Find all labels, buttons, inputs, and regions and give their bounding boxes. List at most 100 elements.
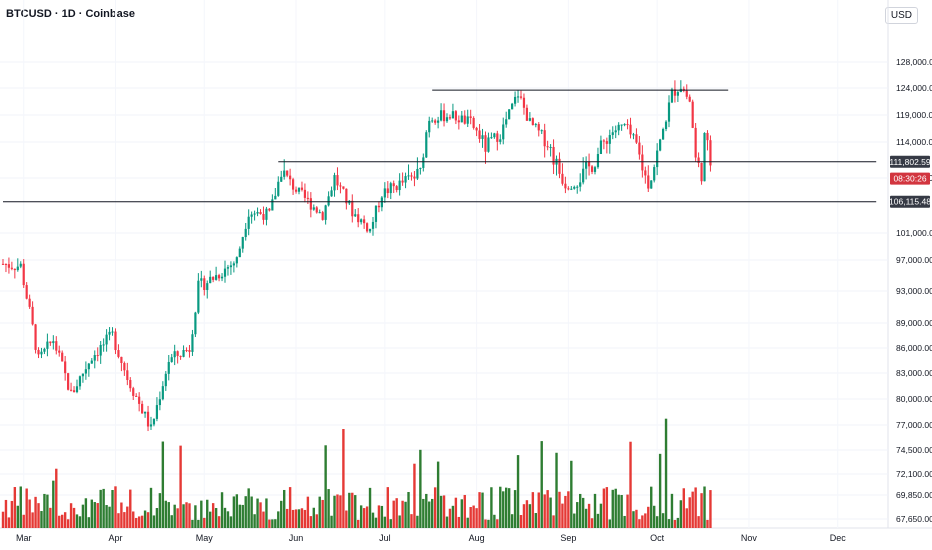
candle-body [416,168,419,179]
y-tick-label: 80,000.00 [896,394,932,404]
volume-bar [368,487,372,528]
volume-bar [285,508,289,528]
volume-bar [472,505,475,528]
volume-bar [709,490,712,528]
volume-bar [321,499,324,528]
candle-body [268,208,271,211]
volume-bar [466,517,469,528]
candle-body [102,344,105,346]
y-tick-label: 89,000.00 [896,318,932,328]
volume-bar [419,449,422,528]
volume-bar [90,499,93,528]
candle-body [10,267,13,269]
candle-body [191,334,194,352]
candle-body [1,263,5,265]
volume-bar [300,508,304,528]
currency-button[interactable]: USD [884,7,918,24]
volume-bar [265,498,268,528]
candle-body [69,389,73,391]
candle-body [516,96,520,98]
candle-body [475,127,478,131]
volume-bar [620,494,623,528]
y-tick-label: 128,000.00 [896,57,932,67]
candle-body [7,264,11,268]
candle-body [670,89,674,103]
candle-body [46,341,49,349]
candle-body [664,121,668,130]
candle-body [265,208,268,220]
volume-bar [404,501,407,528]
volume-bar [546,490,549,528]
volume-bar [484,519,487,528]
volume-bar [345,510,348,528]
volume-bar [129,489,132,528]
candle-body [315,207,318,213]
volume-bar [114,486,117,528]
volume-bar [570,460,573,528]
volume-bar [291,509,295,528]
volume-bar [78,516,82,528]
volume-bar [137,516,141,528]
volume-bar [502,491,505,528]
candle-body [481,135,484,139]
candle-body [419,167,422,169]
volume-bar [655,516,659,528]
volume-bar [398,515,401,528]
volume-bar [617,494,620,528]
candle-body [155,405,159,419]
y-tick-label: 93,000.00 [896,286,932,296]
candle-body [590,166,594,172]
volume-bar [469,507,472,528]
candle-body [374,205,378,222]
candle-body [22,263,25,286]
y-tick-label: 72,100.00 [896,469,932,479]
candle-body [330,190,333,197]
volume-bar [259,502,262,528]
volume-bar [679,500,683,528]
volume-bar [481,492,484,528]
candle-body [40,351,43,355]
volume-bar [43,493,46,528]
volume-bar [552,515,555,528]
candle-body [564,183,567,189]
candle-body [614,130,617,133]
candle-body [164,373,167,387]
volume-bar [593,493,597,528]
candle-body [303,189,307,198]
candle-body [611,132,614,136]
candle-body [28,298,31,307]
candle-body [700,162,703,182]
candle-body [386,188,389,194]
volume-bar [573,513,576,528]
candle-body [132,388,135,396]
candle-body [93,355,96,361]
candle-body [31,306,34,325]
volume-bar [1,511,5,528]
volume-bar [120,502,123,528]
volume-bar [664,418,668,528]
candle-body [528,118,531,121]
candle-body [499,139,502,142]
volume-bar [164,500,167,528]
x-tick-label: Aug [469,533,485,543]
y-tick-label: 86,000.00 [896,343,932,353]
candle-body [135,395,138,397]
volume-bar [306,496,310,528]
volume-bar [55,468,58,528]
volume-bar [567,491,570,528]
price-axis[interactable]: 128,000.00 124,000.00 119,000.00 114,000.00… [896,57,932,524]
volume-bar [324,445,327,528]
volume-bar [37,503,40,528]
volume-bar [274,519,277,528]
candle-body [585,161,588,169]
candle-body [333,175,336,191]
volume-bar [507,488,511,528]
candle-body [706,132,709,141]
volume-bar [581,497,585,528]
candle-body [496,133,499,142]
candle-body [371,221,375,229]
time-axis[interactable]: Mar Apr May Jun Jul Aug Sep Oct Nov Dec [16,533,846,543]
volume-bar [584,508,588,528]
candle-body [442,110,446,122]
